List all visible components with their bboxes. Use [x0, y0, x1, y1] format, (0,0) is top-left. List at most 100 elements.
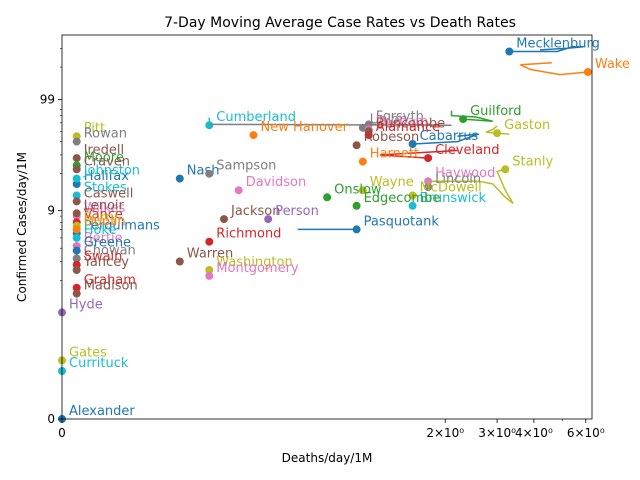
point-label: Hyde: [69, 297, 103, 312]
series-richmond: Richmond: [205, 227, 281, 246]
data-point: [72, 154, 81, 163]
point-label: Moore: [84, 150, 124, 165]
data-point: [175, 174, 184, 183]
point-label: Gaston: [504, 118, 550, 133]
data-point: [205, 121, 214, 130]
x-axis-label: Deaths/day/1M: [282, 451, 373, 465]
x-tick-label: 0: [58, 426, 66, 440]
point-label: Haywood: [435, 166, 495, 181]
point-label: Cleveland: [435, 143, 499, 158]
point-label: Currituck: [69, 356, 129, 371]
data-point: [220, 215, 228, 224]
point-label: Harnett: [370, 147, 419, 162]
y-tick-label: 99: [40, 93, 55, 107]
point-label: Edgecombe: [364, 191, 441, 206]
point-label: Craven: [84, 154, 130, 169]
series-alamance: Alamance: [364, 120, 440, 140]
point-label: Montgomery: [216, 261, 299, 276]
series-trail: [431, 168, 514, 205]
point-label: Duplin: [84, 214, 126, 229]
point-label: Cabarrus: [420, 129, 479, 144]
series-edgecombe: Edgecombe: [352, 191, 441, 210]
data-point: [72, 233, 81, 242]
point-label: Cumberland: [216, 110, 296, 125]
series-guilford: Guilford: [450, 104, 522, 124]
series-robeson: Robeson: [352, 130, 419, 150]
series-caswell: Caswell: [72, 186, 133, 206]
data-point: [72, 289, 81, 298]
series-cleveland: Cleveland: [379, 143, 500, 163]
point-label: Gates: [69, 345, 107, 360]
x-axis-ticks: 0 2×10⁰ 3×10⁰ 4×10⁰ 6×10⁰: [58, 419, 605, 440]
point-label: Nash: [187, 164, 220, 179]
data-point: [424, 183, 433, 191]
series-harnett: Harnett: [358, 147, 419, 166]
data-point: [408, 140, 417, 148]
point-label: Perquimans: [84, 219, 160, 234]
point-label: Lenoir: [84, 198, 125, 213]
point-label: Wayne: [370, 175, 414, 190]
data-point: [249, 131, 258, 140]
series-warren: Warren: [175, 247, 233, 266]
series-montgomery: Montgomery: [205, 261, 299, 280]
point-label: Lincoln: [435, 172, 481, 187]
point-label: Sampson: [216, 159, 276, 174]
series-chowan: Chowan: [72, 244, 136, 263]
point-label: Iredell: [84, 143, 124, 158]
y-tick-label: 9: [47, 204, 55, 218]
point-label: Buncombe: [376, 116, 445, 131]
data-point: [501, 165, 510, 174]
axes: [61, 34, 593, 420]
series-yancey: Yancey: [72, 255, 129, 274]
series-stokes: Stokes: [72, 181, 127, 200]
data-point: [72, 174, 81, 183]
plot-frame: [61, 34, 593, 420]
point-label: Person: [275, 204, 319, 219]
series-stanly: Stanly: [431, 154, 553, 205]
series-new-hanover: New Hanover: [249, 120, 349, 140]
chart-title: 7-Day Moving Average Case Rates vs Death…: [164, 15, 516, 31]
point-label: Guilford: [470, 104, 521, 119]
series-onslow: Onslow: [323, 182, 382, 202]
data-point: [352, 225, 361, 234]
data-point: [205, 266, 214, 274]
point-label: Surry: [84, 211, 119, 226]
series-wayne: Wayne: [358, 175, 414, 195]
point-label: New Hanover: [261, 120, 349, 135]
point-label: Wake: [595, 57, 630, 72]
point-label: Pasquotank: [364, 214, 440, 229]
data-point: [424, 177, 433, 186]
point-label: Pitt: [84, 121, 105, 136]
data-point: [323, 193, 332, 202]
point-label: Wilkes: [84, 201, 126, 216]
y-tick-label: 0: [47, 412, 55, 426]
series-wake: Wake: [520, 57, 630, 76]
data-point: [72, 254, 81, 263]
data-point: [72, 225, 81, 234]
series-trail: [509, 46, 584, 53]
series-trail: [412, 133, 480, 145]
data-point: [72, 197, 81, 206]
series-trail: [209, 123, 452, 126]
data-point: [583, 68, 592, 76]
point-label: Hoke: [84, 223, 117, 238]
data-point: [234, 186, 243, 195]
point-label: Onslow: [334, 182, 382, 197]
point-label: Davidson: [246, 175, 307, 190]
data-point: [364, 131, 373, 140]
series-rowan: Rowan: [72, 127, 127, 146]
x-tick-label: 4×10⁰: [515, 426, 553, 440]
series-haywood: Haywood: [424, 166, 495, 186]
data-point: [72, 137, 81, 146]
point-label: Halifax: [84, 169, 130, 184]
series-forsyth: Forsyth: [209, 109, 452, 129]
data-point: [408, 191, 417, 200]
series-lincoln: Lincoln: [424, 172, 481, 191]
point-label: Bertie: [84, 231, 123, 246]
series-trail: [379, 149, 458, 159]
point-label: Warren: [187, 247, 233, 262]
series-craven: Craven: [72, 154, 130, 174]
data-point: [352, 201, 361, 210]
